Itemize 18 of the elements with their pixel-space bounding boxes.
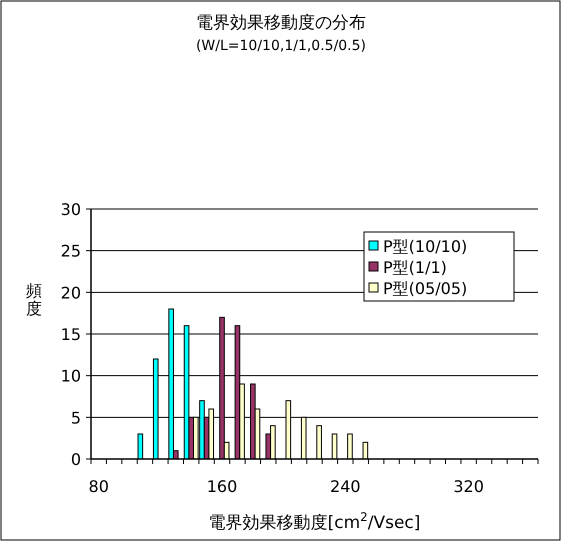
- y-tick-label: 15: [60, 325, 81, 344]
- y-tick-label: 25: [60, 242, 81, 261]
- y-tick-label: 10: [60, 366, 81, 386]
- x-tick-label: 80: [88, 477, 109, 496]
- y-tick-label: 0: [70, 450, 81, 469]
- x-tick-label: 160: [206, 477, 238, 496]
- legend-label: P型(10/10): [383, 237, 468, 256]
- y-tick-label: 5: [70, 408, 81, 428]
- y-tick-label: 30: [60, 200, 81, 219]
- x-tick-label: 240: [330, 477, 361, 496]
- chart-title: 電界効果移動度の分布: [196, 13, 366, 33]
- x-tick-label: 320: [453, 477, 484, 496]
- legend-label: P型(1/1): [383, 258, 447, 277]
- y-tick-label: 20: [60, 283, 81, 302]
- legend-label: P型(05/05): [383, 279, 468, 298]
- y-axis-title: 頻度: [26, 281, 42, 318]
- x-axis-title: 電界効果移動度[cm$^{2}$/Vsec]: [208, 510, 420, 533]
- chart-subtitle: (W/L=10/10,1/1,0.5/0.5): [196, 38, 366, 54]
